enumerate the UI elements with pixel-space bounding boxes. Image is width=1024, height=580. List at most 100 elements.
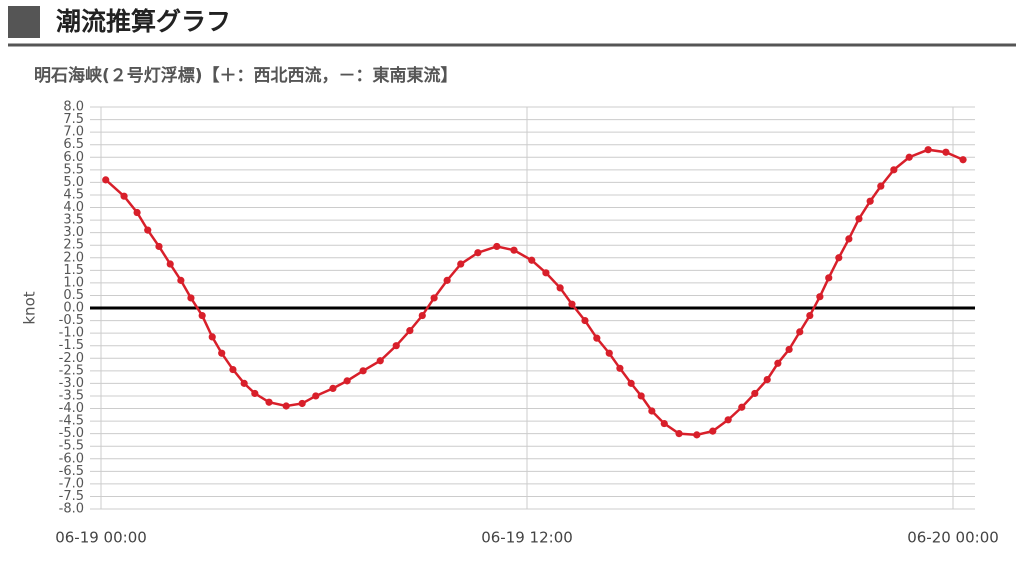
- data-point: [751, 389, 759, 398]
- y-tick-label: 1.5: [63, 263, 84, 278]
- data-point: [959, 156, 967, 164]
- y-tick-label: -6.5: [59, 464, 84, 479]
- data-point: [406, 327, 414, 335]
- data-point: [265, 398, 273, 406]
- data-point: [229, 365, 237, 374]
- data-point: [443, 276, 451, 284]
- data-point: [144, 226, 152, 234]
- y-tick-label: -7.5: [59, 489, 84, 504]
- data-point: [568, 300, 576, 308]
- data-point: [627, 379, 635, 387]
- y-tick-label: -1.0: [59, 326, 84, 341]
- data-point: [218, 349, 226, 357]
- title-icon: [8, 6, 40, 38]
- y-tick-label: 2.5: [63, 238, 84, 253]
- data-point: [905, 153, 913, 161]
- y-tick-label: -4.5: [59, 414, 84, 429]
- y-tick-label: 5.5: [63, 162, 84, 177]
- data-point: [774, 359, 782, 367]
- data-point: [637, 392, 645, 400]
- data-point: [816, 293, 824, 301]
- y-tick-label: 3.0: [63, 225, 84, 240]
- y-tick-label: -5.5: [59, 439, 84, 454]
- y-tick-label: 2.0: [63, 250, 84, 265]
- y-tick-label: -1.5: [59, 338, 84, 353]
- data-point: [528, 256, 536, 264]
- data-point: [581, 316, 589, 325]
- data-point: [474, 249, 482, 257]
- data-point: [675, 430, 683, 438]
- data-point: [251, 389, 259, 398]
- data-point: [835, 254, 843, 262]
- chart-subtitle: 明石海峡(２号灯浮標)【＋：西北西流，－：東南東流】: [34, 65, 458, 86]
- y-tick-label: 4.5: [63, 187, 84, 202]
- data-point: [724, 416, 732, 424]
- data-point: [709, 427, 717, 435]
- data-point: [177, 276, 185, 284]
- y-tick-label: 7.5: [63, 112, 84, 127]
- data-point: [312, 392, 320, 400]
- x-tick-label: 06-19 00:00: [55, 529, 147, 547]
- plot-area: -8.0-7.5-7.0-6.5-6.0-5.5-5.0-4.5-4.0-3.5…: [55, 100, 999, 547]
- y-tick-label: -7.0: [59, 476, 84, 491]
- data-point: [493, 242, 501, 251]
- data-point: [430, 294, 438, 302]
- y-tick-label: 7.0: [63, 125, 84, 140]
- data-point: [660, 419, 668, 428]
- data-point: [785, 345, 793, 354]
- y-tick-label: -3.5: [59, 388, 84, 403]
- data-point: [855, 215, 863, 223]
- y-tick-label: 1.0: [63, 275, 84, 290]
- data-point: [240, 379, 248, 387]
- data-point: [796, 328, 804, 336]
- data-point: [648, 407, 656, 415]
- data-point: [298, 399, 306, 408]
- data-point: [556, 284, 564, 292]
- data-point: [924, 146, 932, 154]
- x-tick-label: 06-20 00:00: [907, 529, 999, 547]
- data-point: [102, 176, 110, 184]
- data-point: [890, 166, 898, 174]
- y-tick-label: 6.5: [63, 137, 84, 152]
- data-point: [825, 274, 833, 282]
- data-point: [343, 377, 351, 385]
- data-point: [187, 294, 195, 302]
- data-point: [392, 342, 400, 350]
- y-tick-label: -5.0: [59, 426, 84, 441]
- data-point: [616, 364, 624, 372]
- y-tick-label: -3.0: [59, 376, 84, 391]
- data-point: [693, 431, 701, 439]
- y-tick-label: 4.0: [63, 200, 84, 215]
- data-point: [457, 260, 465, 268]
- data-point: [418, 311, 426, 320]
- y-tick-label: 0.5: [63, 288, 84, 303]
- data-point: [155, 242, 163, 251]
- data-point: [329, 384, 337, 392]
- data-point: [605, 349, 613, 357]
- y-tick-label: 8.0: [63, 100, 84, 115]
- data-point: [593, 334, 601, 342]
- data-point: [376, 357, 384, 365]
- data-point: [763, 376, 771, 384]
- y-tick-label: -2.5: [59, 363, 84, 378]
- data-point: [208, 333, 216, 341]
- y-tick-label: 3.5: [63, 213, 84, 228]
- y-tick-label: 5.0: [63, 175, 84, 190]
- data-point: [166, 260, 174, 268]
- y-tick-label: -4.0: [59, 401, 84, 416]
- data-point: [738, 403, 746, 411]
- y-tick-label: 6.0: [63, 150, 84, 165]
- data-point: [510, 246, 518, 254]
- data-point: [806, 311, 814, 320]
- y-tick-label: -0.5: [59, 313, 84, 328]
- data-point: [542, 269, 550, 277]
- chart-title: 潮流推算グラフ: [56, 7, 231, 36]
- data-point: [866, 197, 874, 205]
- y-tick-label: -8.0: [59, 502, 84, 517]
- data-point: [120, 192, 128, 200]
- data-point: [359, 367, 367, 375]
- y-tick-label: -2.0: [59, 351, 84, 366]
- data-point: [198, 311, 206, 320]
